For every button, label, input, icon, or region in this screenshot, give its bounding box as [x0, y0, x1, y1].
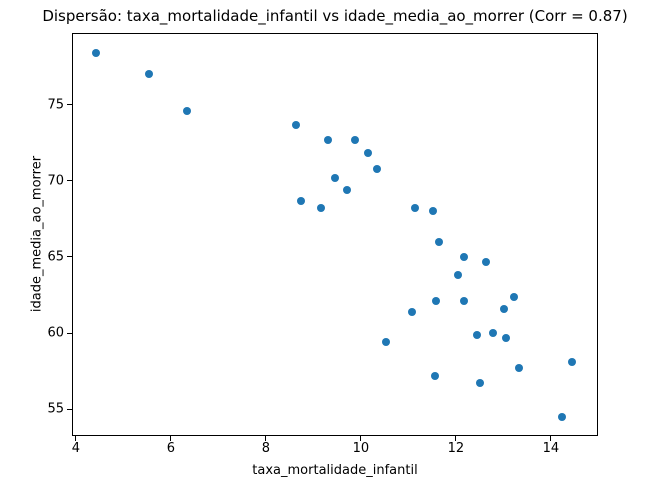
- y-tick-label: 70: [47, 173, 64, 189]
- x-tick-mark: [360, 436, 362, 441]
- data-point: [568, 357, 577, 366]
- data-point: [510, 292, 519, 301]
- data-point: [558, 412, 567, 421]
- data-point: [342, 185, 351, 194]
- y-tick-label: 65: [47, 249, 64, 265]
- x-tick-label: 12: [447, 441, 465, 456]
- x-tick-mark: [75, 436, 77, 441]
- data-point: [515, 364, 524, 373]
- data-point: [408, 307, 417, 316]
- y-tick-mark: [67, 332, 72, 334]
- data-point: [411, 204, 420, 213]
- x-tick-label: 4: [71, 441, 80, 456]
- data-point: [91, 49, 100, 58]
- data-point: [502, 333, 511, 342]
- data-point: [460, 252, 469, 261]
- x-tick-mark: [170, 436, 172, 441]
- data-point: [297, 196, 306, 205]
- data-point: [316, 204, 325, 213]
- y-tick-mark: [67, 104, 72, 106]
- y-tick-label: 60: [47, 325, 64, 341]
- data-point: [453, 271, 462, 280]
- data-point: [473, 330, 482, 339]
- chart-title: Dispersão: taxa_mortalidade_infantil vs …: [42, 7, 628, 25]
- y-axis-label: idade_media_ao_morrer: [29, 155, 45, 313]
- y-tick-label: 75: [47, 97, 64, 113]
- x-tick-mark: [455, 436, 457, 441]
- data-point: [500, 304, 509, 313]
- data-point: [489, 329, 498, 338]
- x-tick-label: 10: [352, 441, 370, 456]
- x-tick-label: 14: [542, 441, 560, 456]
- plot-area: 4 6 8 10 12 14 55 60 65 70 75: [47, 33, 598, 455]
- data-point: [364, 149, 373, 158]
- y-tick-mark: [67, 180, 72, 182]
- y-tick-mark: [67, 408, 72, 410]
- data-point: [144, 70, 153, 79]
- data-point: [291, 120, 300, 129]
- x-tick-mark: [265, 436, 267, 441]
- data-point: [331, 173, 340, 182]
- data-point: [373, 164, 382, 173]
- x-tick-label: 8: [261, 441, 271, 456]
- data-point: [429, 207, 438, 216]
- x-tick-label: 6: [166, 441, 175, 456]
- y-tick-label: 55: [47, 401, 64, 417]
- data-point: [434, 237, 443, 246]
- y-tick-mark: [67, 256, 72, 258]
- x-tick-mark: [550, 436, 552, 441]
- data-point: [481, 257, 490, 266]
- data-point: [431, 371, 440, 380]
- data-point: [324, 135, 333, 144]
- data-point: [182, 106, 191, 115]
- x-axis-label: taxa_mortalidade_infantil: [252, 463, 418, 478]
- data-point: [459, 297, 468, 306]
- data-point: [475, 379, 484, 388]
- data-point: [432, 297, 441, 306]
- data-point: [350, 135, 359, 144]
- data-point: [382, 338, 391, 347]
